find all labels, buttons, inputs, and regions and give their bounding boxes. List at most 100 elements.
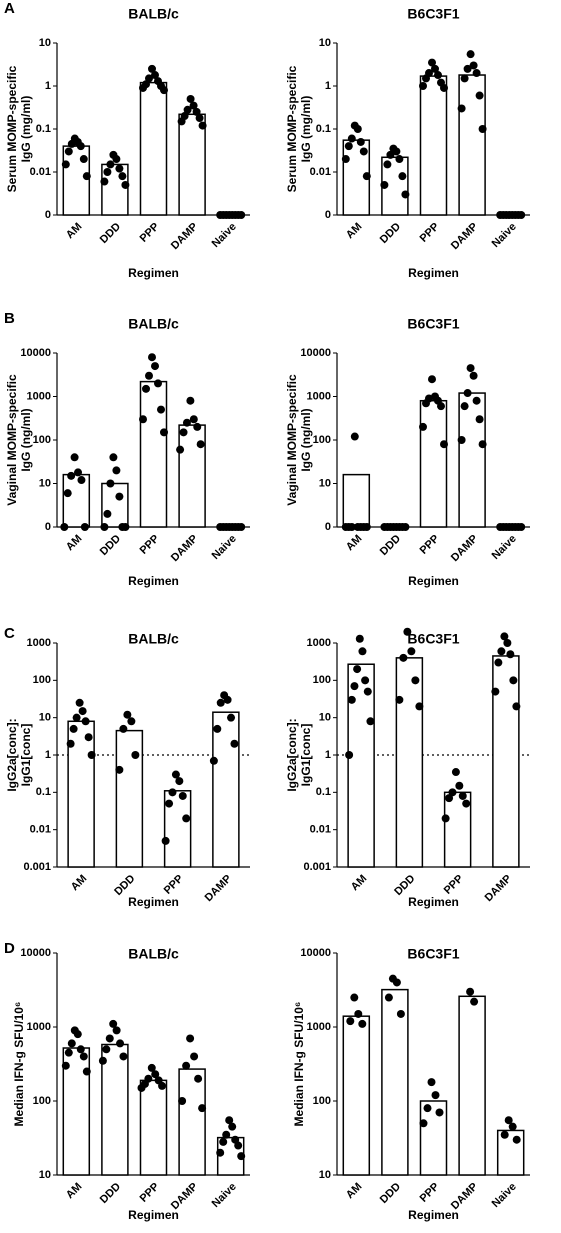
data-point [428, 58, 436, 67]
data-point [472, 69, 481, 78]
data-point [469, 371, 478, 380]
data-point [198, 121, 207, 130]
data-point [198, 1104, 207, 1113]
x-axis-label: Regimen [408, 266, 459, 280]
data-point [158, 1081, 167, 1090]
data-point [157, 405, 165, 414]
y-tick-label: 10000 [300, 947, 331, 959]
data-point [100, 523, 109, 531]
data-point [227, 713, 236, 722]
bar [381, 988, 409, 1176]
y-tick-label: 10 [39, 37, 51, 49]
x-tick-label: DDD [378, 221, 403, 246]
y-tick-label: 100 [33, 1095, 51, 1107]
data-point [189, 101, 198, 110]
bar [419, 399, 448, 528]
data-point [497, 647, 506, 656]
y-axis-label: IgG2a[conc]: [285, 718, 299, 791]
data-point [356, 137, 365, 146]
y-axis-label: Median IFN-g SFU/10⁶ [12, 1002, 26, 1127]
data-point [237, 1152, 246, 1161]
bar [342, 1015, 371, 1176]
data-point [115, 164, 124, 173]
data-point [82, 172, 91, 181]
data-point [79, 1052, 88, 1061]
y-axis-label: IgG1[conc] [19, 724, 33, 787]
data-point [427, 1078, 436, 1087]
data-point [512, 702, 521, 711]
y-axis-label: IgG (mg/ml) [19, 96, 33, 163]
data-point [160, 86, 168, 95]
data-point [195, 114, 204, 123]
x-tick-label: AM [64, 1181, 85, 1202]
data-point [61, 160, 70, 169]
chart-title: BALB/c [128, 316, 179, 332]
data-point [463, 389, 472, 398]
bar [458, 995, 486, 1176]
data-point [508, 1122, 517, 1131]
data-point [123, 710, 132, 719]
y-axis-label: Vaginal MOMP-specific [5, 374, 19, 506]
data-point [109, 453, 118, 462]
data-point [98, 1056, 107, 1065]
data-point [434, 71, 442, 80]
y-tick-label: 0.1 [316, 123, 331, 135]
data-point [237, 523, 246, 531]
x-tick-label: PPP [138, 221, 162, 245]
data-point [411, 676, 420, 685]
data-point [407, 647, 416, 656]
y-axis-label: Vaginal MOMP-specific [285, 374, 299, 506]
data-point [168, 788, 177, 797]
y-tick-label: 100 [33, 434, 51, 446]
data-point [176, 445, 185, 454]
data-point [362, 523, 371, 531]
y-tick-label: 1 [325, 80, 331, 92]
data-point [66, 739, 75, 748]
x-tick-label: PPP [442, 873, 466, 897]
data-point [74, 468, 83, 477]
bar [212, 711, 240, 868]
data-point [419, 422, 427, 431]
data-point [151, 1070, 160, 1079]
data-point [423, 1104, 432, 1113]
y-tick-label: 0 [325, 209, 331, 221]
data-point [419, 82, 427, 90]
x-tick-label: DAMP [203, 873, 234, 904]
data-point [137, 1083, 146, 1092]
bar [101, 1043, 129, 1176]
x-axis-label: Regimen [128, 1208, 179, 1222]
y-tick-label: 0.01 [30, 824, 51, 836]
data-point [353, 665, 362, 674]
x-tick-label: Naive [210, 221, 239, 250]
data-point [228, 1122, 237, 1131]
x-tick-label: DDD [98, 221, 123, 246]
data-point [81, 717, 90, 726]
data-point [121, 180, 130, 189]
data-point [182, 1061, 191, 1070]
data-point [151, 362, 159, 371]
y-tick-label: 0.1 [36, 123, 51, 135]
y-tick-label: 10000 [20, 347, 51, 359]
x-tick-label: DDD [98, 533, 123, 558]
data-point [112, 1026, 121, 1035]
bar [178, 1068, 206, 1176]
y-tick-label: 0.1 [316, 786, 331, 798]
x-axis-label: Regimen [408, 1208, 459, 1222]
data-point [75, 698, 84, 707]
data-point [160, 428, 168, 437]
data-point [401, 190, 410, 199]
data-point [512, 1135, 521, 1144]
y-tick-label: 10 [319, 1169, 331, 1181]
data-point [127, 717, 136, 726]
x-tick-label: AM [344, 533, 365, 554]
y-tick-label: 0.01 [310, 166, 331, 178]
x-tick-label: DDD [98, 1181, 123, 1206]
data-point [80, 523, 89, 531]
y-tick-label: 1 [45, 749, 51, 761]
panel-label: B [4, 310, 15, 327]
panel-label: D [4, 940, 15, 957]
x-axis-label: Regimen [128, 574, 179, 588]
data-point [82, 1067, 91, 1076]
data-point [148, 353, 156, 362]
data-point [70, 453, 79, 462]
